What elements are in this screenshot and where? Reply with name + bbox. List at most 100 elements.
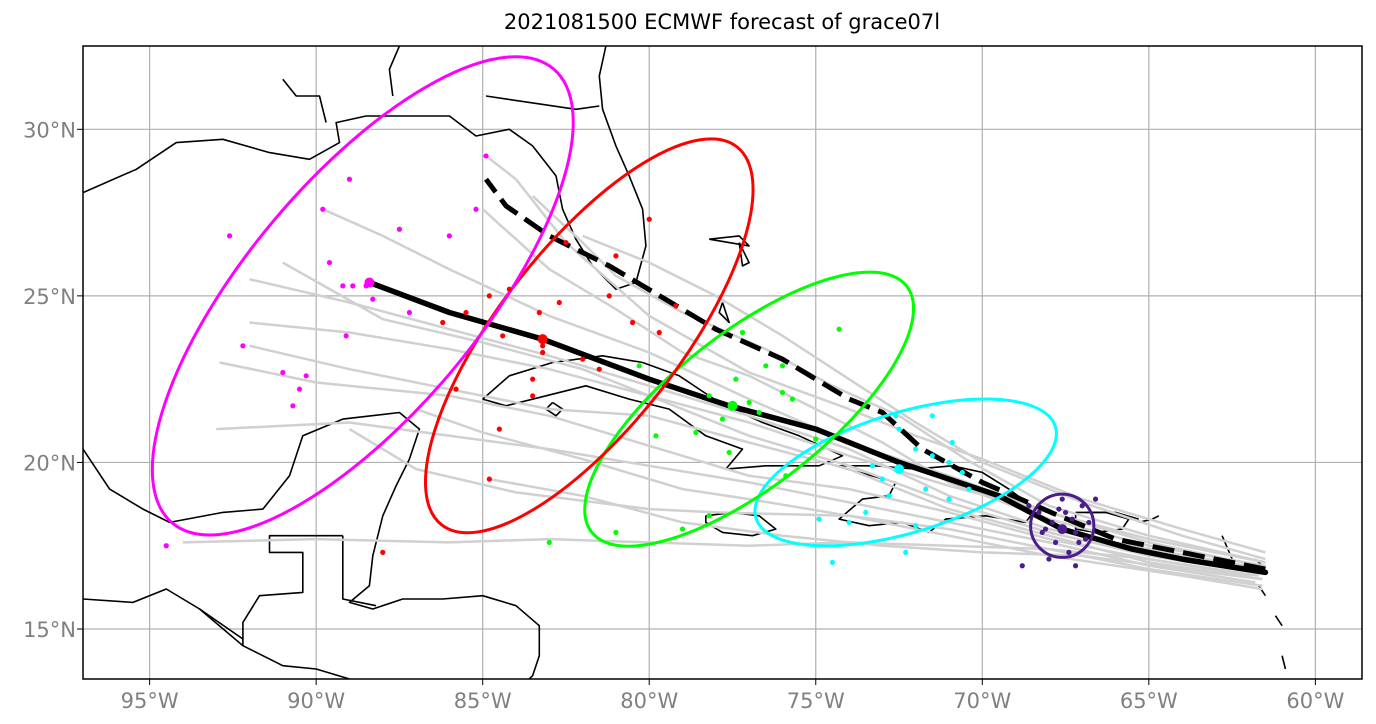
- member-position: [946, 496, 952, 502]
- member-position: [1092, 496, 1099, 502]
- member-position: [903, 549, 909, 556]
- ensemble-member-track: [249, 321, 1259, 567]
- member-position: [396, 226, 403, 232]
- coastline-segment: [1281, 655, 1287, 670]
- coastline-segment: [718, 302, 730, 324]
- uncertainty-ellipse: [1029, 492, 1096, 559]
- coastline-segment: [282, 78, 327, 123]
- member-position: [280, 369, 286, 376]
- member-position: [746, 399, 752, 406]
- member-position: [530, 393, 536, 399]
- member-position: [1056, 506, 1062, 512]
- member-position: [929, 453, 935, 459]
- member-position: [966, 486, 972, 492]
- member-position: [486, 476, 492, 482]
- member-position: [896, 426, 902, 432]
- member-position: [1086, 519, 1092, 526]
- member-position: [673, 303, 679, 309]
- uncertainty-ellipses: [150, 55, 1096, 559]
- member-position: [719, 416, 726, 422]
- member-position: [1059, 496, 1065, 502]
- ensemble-member-track: [219, 361, 1253, 577]
- member-position: [913, 446, 919, 452]
- member-position: [1079, 503, 1085, 509]
- member-position: [763, 363, 769, 369]
- member-position: [343, 333, 349, 339]
- member-position: [350, 283, 356, 289]
- y-tick-label: 30°N: [23, 118, 76, 142]
- ensemble-member-track: [415, 407, 1263, 591]
- member-position: [406, 309, 413, 316]
- member-position: [1042, 526, 1049, 532]
- coastline-segment: [83, 46, 647, 290]
- member-position: [846, 519, 852, 526]
- member-position: [783, 473, 789, 479]
- member-position: [726, 449, 732, 456]
- member-position: [1019, 563, 1025, 569]
- member-position: [340, 283, 346, 289]
- member-position: [706, 393, 712, 399]
- member-position: [779, 389, 786, 396]
- y-tick-label: 15°N: [23, 618, 76, 642]
- member-position: [923, 486, 929, 492]
- ensemble-member-track: [489, 477, 1263, 581]
- member-position: [1062, 509, 1069, 516]
- member-position: [1036, 509, 1042, 516]
- member-position: [303, 373, 309, 379]
- forecast-positions: [163, 153, 1099, 569]
- member-position: [629, 319, 636, 326]
- member-position: [556, 299, 562, 306]
- x-tick-label: 90°W: [287, 689, 345, 713]
- member-position: [326, 259, 333, 266]
- member-position: [949, 439, 955, 446]
- coastline-segment: [545, 401, 564, 417]
- coastline-segment: [83, 588, 244, 640]
- member-position: [536, 309, 542, 316]
- member-position: [596, 366, 602, 372]
- member-position: [789, 396, 796, 402]
- member-position: [816, 516, 822, 522]
- member-position: [653, 433, 659, 439]
- member-position: [486, 293, 492, 299]
- coastline-segment: [242, 534, 343, 646]
- member-position: [163, 543, 169, 549]
- member-position: [886, 493, 892, 499]
- coastline-segment: [388, 46, 401, 97]
- member-position: [546, 539, 552, 546]
- member-position: [913, 523, 919, 529]
- ensemble-member-track: [582, 234, 1266, 561]
- y-tick-label: 25°N: [23, 285, 76, 309]
- member-position: [1052, 539, 1059, 546]
- member-position: [893, 413, 899, 419]
- member-position: [1039, 529, 1045, 536]
- member-position: [756, 409, 762, 416]
- member-position: [290, 403, 296, 409]
- x-tick-label: 95°W: [121, 689, 179, 713]
- member-position: [506, 286, 512, 292]
- member-position: [959, 469, 965, 476]
- member-position: [346, 176, 353, 182]
- member-position: [380, 549, 386, 556]
- member-position: [1046, 556, 1052, 562]
- x-tick-label: 75°W: [787, 689, 845, 713]
- uncertainty-ellipse: [753, 397, 1058, 548]
- member-position: [829, 559, 836, 565]
- member-position: [1072, 529, 1079, 536]
- member-position: [836, 326, 842, 332]
- member-position: [1049, 519, 1055, 526]
- ensemble-member-track: [531, 194, 1266, 564]
- uncertainty-ellipse: [583, 270, 916, 548]
- member-position: [530, 376, 536, 382]
- coastline-segment: [342, 535, 377, 607]
- member-position: [646, 216, 652, 222]
- plot-frame: [82, 45, 1363, 680]
- member-position: [636, 363, 642, 369]
- x-tick-label: 80°W: [620, 689, 678, 713]
- x-tick-label: 70°W: [953, 689, 1011, 713]
- member-position: [706, 513, 712, 519]
- y-tick-label: 20°N: [23, 451, 76, 475]
- member-position: [693, 429, 699, 436]
- member-position: [496, 426, 502, 432]
- member-position: [446, 233, 452, 239]
